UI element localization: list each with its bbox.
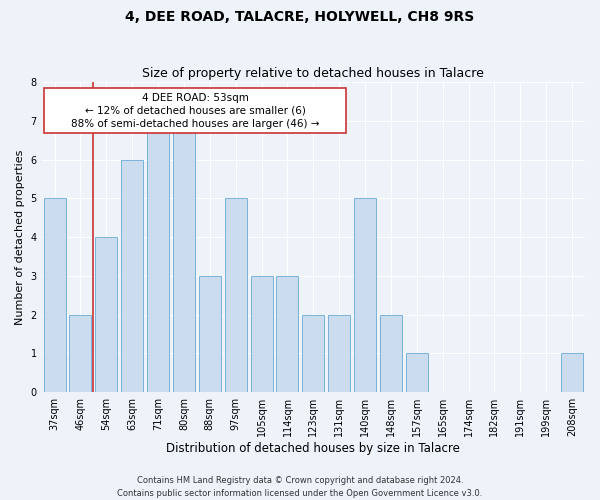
Bar <box>44 198 65 392</box>
Bar <box>121 160 143 392</box>
Bar <box>277 276 298 392</box>
Text: Contains HM Land Registry data © Crown copyright and database right 2024.
Contai: Contains HM Land Registry data © Crown c… <box>118 476 482 498</box>
Bar <box>406 354 428 392</box>
Bar <box>173 121 195 392</box>
Text: 4 DEE ROAD: 53sqm
← 12% of detached houses are smaller (6)
88% of semi-detached : 4 DEE ROAD: 53sqm ← 12% of detached hous… <box>71 92 319 129</box>
Title: Size of property relative to detached houses in Talacre: Size of property relative to detached ho… <box>142 66 484 80</box>
Bar <box>251 276 272 392</box>
FancyBboxPatch shape <box>44 88 346 133</box>
Y-axis label: Number of detached properties: Number of detached properties <box>15 150 25 325</box>
Bar <box>147 121 169 392</box>
Bar <box>328 314 350 392</box>
Bar <box>302 314 325 392</box>
Bar <box>561 354 583 392</box>
Bar <box>225 198 247 392</box>
Bar <box>95 237 118 392</box>
Bar <box>354 198 376 392</box>
Bar <box>70 314 91 392</box>
X-axis label: Distribution of detached houses by size in Talacre: Distribution of detached houses by size … <box>166 442 460 455</box>
Bar <box>380 314 402 392</box>
Bar <box>199 276 221 392</box>
Text: 4, DEE ROAD, TALACRE, HOLYWELL, CH8 9RS: 4, DEE ROAD, TALACRE, HOLYWELL, CH8 9RS <box>125 10 475 24</box>
